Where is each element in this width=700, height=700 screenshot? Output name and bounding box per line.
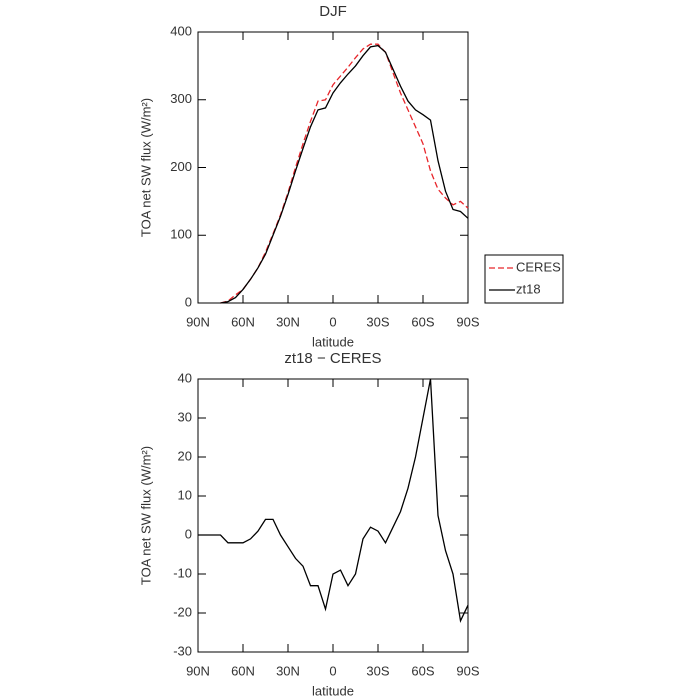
x-tick-label: 60S (411, 663, 434, 678)
x-axis-label: latitude (312, 683, 354, 698)
y-tick-label: 0 (185, 526, 192, 541)
y-tick-label: 300 (170, 91, 192, 106)
y-tick-label: -20 (173, 604, 192, 619)
y-axis-label: TOA net SW flux (W/m²) (138, 98, 153, 237)
x-tick-label: 90N (186, 314, 210, 329)
y-tick-label: -10 (173, 565, 192, 580)
y-tick-label: 0 (185, 294, 192, 309)
chart-title: DJF (319, 3, 347, 20)
x-tick-label: 0 (329, 663, 336, 678)
y-tick-label: 200 (170, 159, 192, 174)
x-tick-label: 30N (276, 314, 300, 329)
y-tick-label: -30 (173, 643, 192, 658)
y-tick-label: 10 (178, 487, 192, 502)
x-tick-label: 30S (366, 663, 389, 678)
x-tick-label: 90S (456, 663, 479, 678)
x-tick-label: 90S (456, 314, 479, 329)
x-tick-label: 30N (276, 663, 300, 678)
legend-label: CERES (516, 259, 561, 274)
x-tick-label: 30S (366, 314, 389, 329)
y-tick-label: 400 (170, 23, 192, 38)
y-tick-label: 20 (178, 448, 192, 463)
y-tick-label: 100 (170, 227, 192, 242)
line (198, 378, 469, 623)
plot-frame (197, 378, 469, 653)
chart-title: zt18 − CERES (284, 350, 381, 367)
x-tick-label: 60N (231, 314, 255, 329)
plot-frame (197, 31, 469, 304)
x-axis-label: latitude (312, 334, 354, 349)
y-tick-label: 40 (178, 370, 192, 385)
line (220, 43, 469, 304)
x-tick-label: 0 (329, 314, 336, 329)
legend-label: zt18 (516, 281, 541, 296)
legend-box (484, 254, 564, 304)
y-tick-label: 30 (178, 409, 192, 424)
y-axis-label: TOA net SW flux (W/m²) (138, 446, 153, 585)
x-tick-label: 60N (231, 663, 255, 678)
x-tick-label: 60S (411, 314, 434, 329)
x-tick-label: 90N (186, 663, 210, 678)
line (220, 44, 469, 304)
